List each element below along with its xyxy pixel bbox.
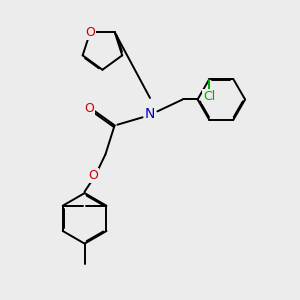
Text: O: O (85, 26, 95, 39)
Text: O: O (84, 102, 94, 115)
Text: N: N (145, 107, 155, 121)
Text: Cl: Cl (203, 90, 216, 103)
Text: O: O (88, 169, 98, 182)
